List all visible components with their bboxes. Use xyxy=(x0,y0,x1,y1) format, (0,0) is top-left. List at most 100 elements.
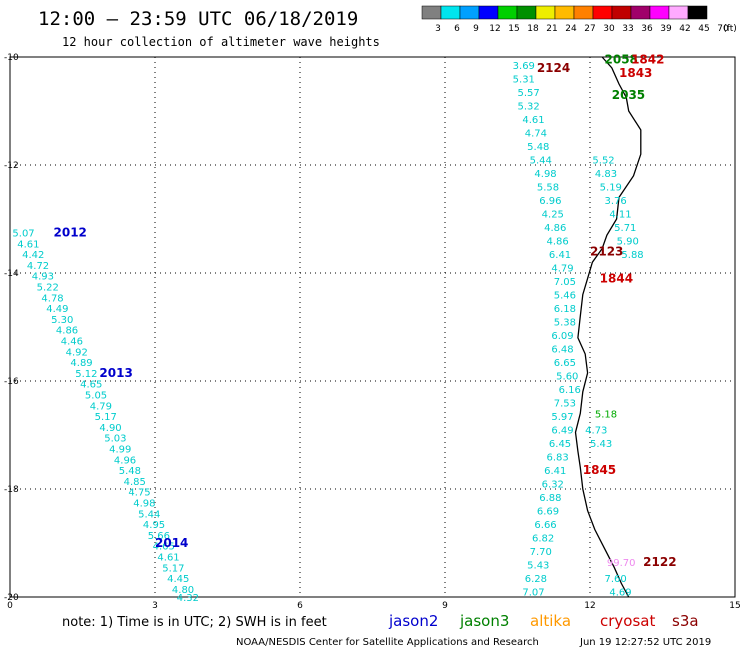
colorbar: 3 6 9 12 15 18 21 24 27 30 33 36 39 42 45 70(ft) xyxy=(421,5,737,34)
swh-value: 4.61 xyxy=(17,239,39,250)
colorbar-swatch xyxy=(592,5,613,20)
swh-value: 4.74 xyxy=(525,129,547,140)
legend-s3a: s3a xyxy=(672,612,699,630)
chart-title: 12:00 – 23:59 UTC 06/18/2019 xyxy=(38,8,358,30)
x-tick-label: 15 xyxy=(729,601,740,611)
swh-value: 4.99 xyxy=(109,445,131,456)
swh-value: 5.22 xyxy=(37,283,59,294)
pass-time-label: 1845 xyxy=(583,463,616,477)
swh-value: 4.92 xyxy=(66,347,88,358)
swh-value: 4.49 xyxy=(46,304,68,315)
swh-value: 4.93 xyxy=(32,272,54,283)
x-tick-label: 3 xyxy=(152,601,158,611)
swh-value: 6.88 xyxy=(539,493,561,504)
swh-value: 5.17 xyxy=(162,563,184,574)
pass-time-label: 2012 xyxy=(54,226,87,240)
colorbar-label: 42 xyxy=(679,24,690,34)
swh-value: 4.73 xyxy=(585,426,607,437)
swh-value: 5.52 xyxy=(592,156,614,167)
swh-value: 5.19 xyxy=(600,183,622,194)
pass-time-label: 2035 xyxy=(612,88,645,102)
swh-value: 5.43 xyxy=(590,439,612,450)
y-tick-label: -14 xyxy=(4,269,19,279)
swh-value: 5.18 xyxy=(595,409,617,420)
swh-value: 4.32 xyxy=(177,593,199,604)
legend-altika: altika xyxy=(530,612,571,630)
swh-value: 4.95 xyxy=(143,520,165,531)
swh-value: 6.96 xyxy=(539,196,561,207)
swh-value: 5.90 xyxy=(617,237,639,248)
legend-cryosat: cryosat xyxy=(600,612,655,630)
swh-value: 7.07 xyxy=(522,588,544,599)
swh-value: 4.90 xyxy=(99,423,121,434)
pass-time-label: 1844 xyxy=(600,271,633,285)
swh-value: 4.79 xyxy=(551,264,573,275)
colorbar-label: 3 xyxy=(435,24,441,34)
pass-time-label: 1843 xyxy=(619,66,652,80)
x-tick-label: 0 xyxy=(7,601,13,611)
swh-value: 5.38 xyxy=(554,318,576,329)
swh-value: 4.89 xyxy=(70,358,92,369)
colorbar-swatch xyxy=(497,5,518,20)
swh-value: 5.46 xyxy=(554,291,576,302)
swh-value: 6.28 xyxy=(525,574,547,585)
colorbar-label: 30 xyxy=(603,24,615,34)
swh-value: 5.30 xyxy=(51,315,73,326)
chart-subtitle: 12 hour collection of altimeter wave hei… xyxy=(62,35,380,49)
swh-value: 6.09 xyxy=(551,331,573,342)
swh-value: 7.70 xyxy=(530,547,552,558)
swh-value: 6.45 xyxy=(549,439,571,450)
swh-value: 5.31 xyxy=(513,75,535,86)
legend-jason3: jason3 xyxy=(459,612,509,630)
pass-time-label: 2014 xyxy=(155,536,188,550)
swh-value: 5.32 xyxy=(518,102,540,113)
swh-value: 5.12 xyxy=(75,369,97,380)
swh-value: 5.03 xyxy=(104,434,126,445)
swh-value: 4.86 xyxy=(544,223,566,234)
coastline xyxy=(574,56,642,598)
wave-height-values: 5.074.614.424.724.935.224.784.495.304.86… xyxy=(12,61,643,604)
colorbar-label: 15 xyxy=(508,24,519,34)
footer-credit: NOAA/NESDIS Center for Satellite Applica… xyxy=(236,637,539,648)
swh-value: 3.69 xyxy=(513,61,535,72)
x-tick-label: 6 xyxy=(297,601,303,611)
swh-value: 7.60 xyxy=(605,574,627,585)
colorbar-swatch xyxy=(649,5,670,20)
swh-value: 6.41 xyxy=(544,466,566,477)
plot-frame xyxy=(9,56,736,598)
swh-value: 4.65 xyxy=(153,542,175,553)
swh-value: 4.42 xyxy=(22,250,44,261)
swh-value: 5.44 xyxy=(138,509,160,520)
swh-value: 4.72 xyxy=(27,261,49,272)
swh-value: 4.96 xyxy=(114,455,136,466)
colorbar-label: 45 xyxy=(698,24,709,34)
swh-value: 4.86 xyxy=(56,326,78,337)
swh-value: 4.78 xyxy=(41,293,63,304)
swh-value: 4.45 xyxy=(167,574,189,585)
note-text: note: 1) Time is in UTC; 2) SWH is in fe… xyxy=(62,615,327,630)
satellite-legend: jason2 jason3 altika cryosat s3a xyxy=(388,612,699,630)
colorbar-label: 24 xyxy=(565,24,577,34)
swh-value: 6.16 xyxy=(559,385,581,396)
swh-value: 5.05 xyxy=(85,391,107,402)
colorbar-unit: (ft) xyxy=(723,24,737,34)
swh-value: 4.98 xyxy=(534,169,556,180)
swh-value: 4.85 xyxy=(124,477,146,488)
x-tick-label: 9 xyxy=(442,601,448,611)
swh-value: 6.48 xyxy=(551,345,573,356)
y-tick-label: -16 xyxy=(4,377,19,387)
swh-value: 6.65 xyxy=(554,358,576,369)
colorbar-swatch xyxy=(440,5,461,20)
swh-value: 5.58 xyxy=(537,183,559,194)
swh-value: 5.88 xyxy=(621,250,643,261)
x-tick-label: 12 xyxy=(584,601,595,611)
swh-value: 4.75 xyxy=(128,488,150,499)
swh-value: 5.17 xyxy=(95,412,117,423)
colorbar-label: 21 xyxy=(546,24,557,34)
colorbar-label: 9 xyxy=(473,24,479,34)
y-tick-labels: -10 -12 -14 -16 -18 -20 xyxy=(4,53,19,603)
swh-value: 5.57 xyxy=(518,88,540,99)
colorbar-swatch xyxy=(535,5,556,20)
